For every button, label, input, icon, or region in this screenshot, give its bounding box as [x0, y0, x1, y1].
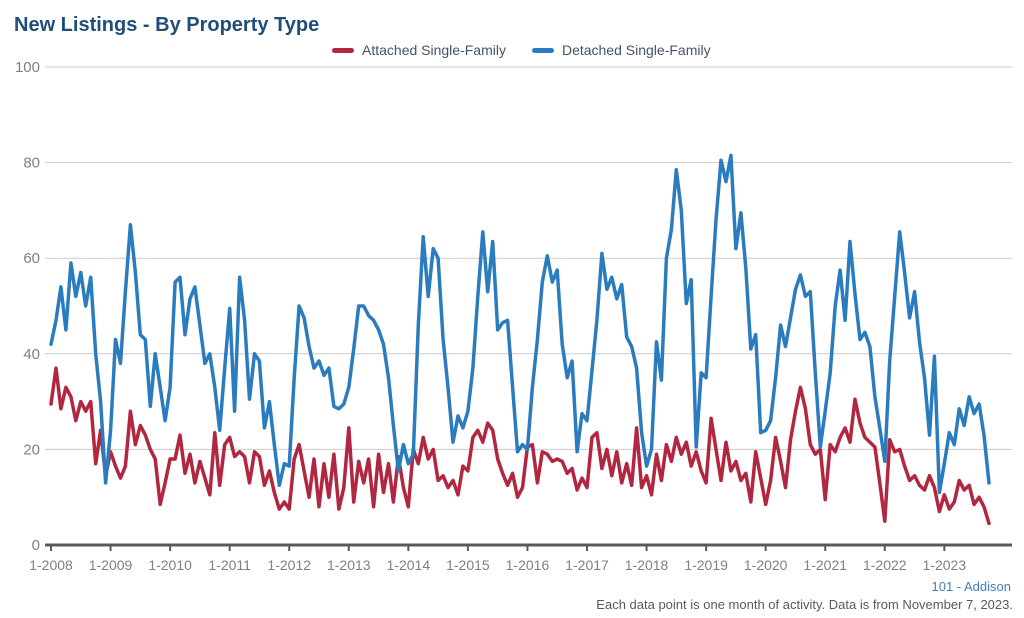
x-tick-label: 1-2017: [565, 557, 609, 573]
footer-note: Each data point is one month of activity…: [596, 597, 1013, 612]
x-tick-label: 1-2022: [863, 557, 907, 573]
attached-series-line: [49, 366, 991, 526]
x-tick-label: 1-2021: [803, 557, 847, 573]
legend-item-detached: Detached Single-Family: [531, 42, 711, 58]
chart-legend: Attached Single-Family Detached Single-F…: [332, 42, 711, 58]
x-tick-label: 1-2011: [208, 557, 251, 573]
y-tick-label: 80: [23, 155, 40, 172]
x-tick-label: 1-2013: [327, 557, 371, 573]
page-title: New Listings - By Property Type: [14, 14, 320, 36]
x-tick-label: 1-2019: [684, 557, 728, 573]
y-tick-label: 0: [32, 537, 40, 554]
detached-series-line: [49, 153, 991, 495]
x-tick-label: 1-2020: [744, 557, 788, 573]
y-tick-label: 60: [23, 250, 40, 267]
y-tick-label: 100: [15, 59, 40, 76]
y-tick-label: 20: [23, 441, 40, 458]
attached-series-swatch-icon: [332, 47, 354, 53]
x-tick-label: 1-2009: [89, 557, 133, 573]
legend-label-attached: Attached Single-Family: [362, 42, 506, 58]
legend-label-detached: Detached Single-Family: [561, 42, 711, 58]
x-tick-label: 1-2018: [625, 557, 669, 573]
x-tick-label: 1-2008: [29, 557, 73, 573]
attribution-link: 101 - Addison: [931, 579, 1011, 594]
x-tick-label: 1-2016: [506, 557, 550, 573]
x-tick-label: 1-2015: [446, 557, 490, 573]
x-tick-label: 1-2014: [387, 557, 431, 573]
legend-item-attached: Attached Single-Family: [332, 42, 506, 58]
x-tick-label: 1-2012: [267, 557, 311, 573]
x-tick-label: 1-2023: [923, 557, 967, 573]
x-tick-label: 1-2010: [148, 557, 192, 573]
detached-series-swatch-icon: [531, 47, 554, 53]
y-tick-label: 40: [23, 346, 40, 363]
